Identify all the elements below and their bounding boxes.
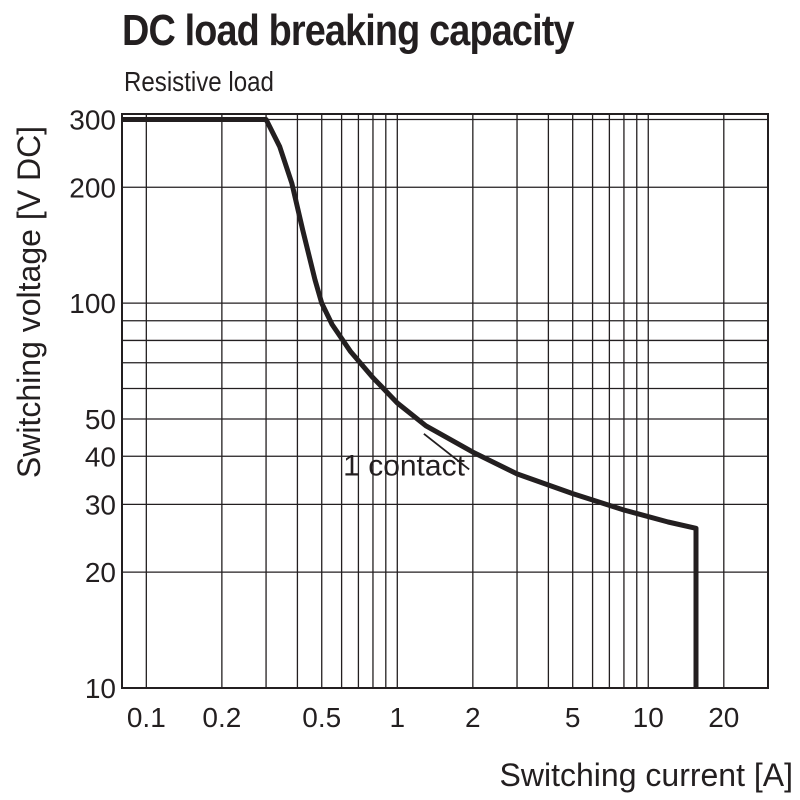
chart-title: DC load breaking capacity xyxy=(122,6,575,55)
y-tick-label: 40 xyxy=(85,441,116,472)
x-tick-label: 1 xyxy=(390,702,406,733)
y-axis-label: Switching voltage [V DC] xyxy=(11,126,47,478)
annotation-1-contact: 1 contact xyxy=(343,449,465,482)
x-axis-label: Switching current [A] xyxy=(500,757,793,793)
plot-frame xyxy=(121,113,769,689)
x-tick-label: 2 xyxy=(465,702,481,733)
x-tick-label: 5 xyxy=(565,702,581,733)
y-tick-label: 300 xyxy=(69,104,116,135)
x-tick-label: 20 xyxy=(708,702,739,733)
y-tick-label: 100 xyxy=(69,288,116,319)
tick-layer: 0.1 0.2 0.5 1 2 5 10 20 10 20 30 40 50 100 200 300 xyxy=(69,104,739,733)
y-tick-label: 50 xyxy=(85,404,116,435)
grid-layer xyxy=(122,114,768,689)
series-line-1-contact xyxy=(122,117,699,688)
y-tick-label: 30 xyxy=(85,489,116,520)
y-tick-label: 20 xyxy=(85,557,116,588)
annotation-layer: 1 contact xyxy=(343,433,470,482)
y-tick-label: 200 xyxy=(69,172,116,203)
series-layer xyxy=(122,117,699,688)
y-tick-label: 10 xyxy=(85,673,116,704)
x-tick-label: 0.1 xyxy=(127,702,166,733)
x-tick-label: 10 xyxy=(633,702,664,733)
annotation-leader-line xyxy=(423,433,470,471)
x-tick-label: 0.5 xyxy=(302,702,341,733)
chart-subtitle: Resistive load xyxy=(124,66,274,97)
x-tick-label: 0.2 xyxy=(202,702,241,733)
